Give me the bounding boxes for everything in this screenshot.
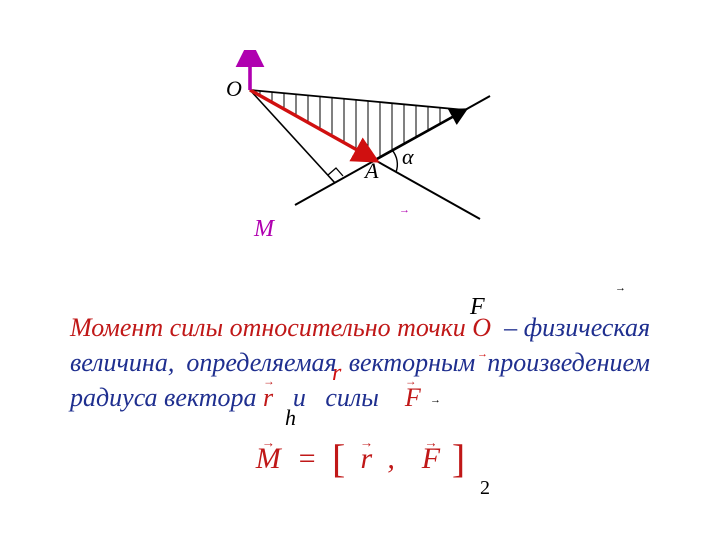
- angle-alpha-arc: [392, 150, 397, 172]
- formula-eq: =: [297, 442, 317, 475]
- hatched-area: [260, 50, 452, 230]
- label-alpha: α: [402, 146, 414, 168]
- formula-r: →r: [353, 442, 380, 476]
- label-O: O: [226, 78, 242, 100]
- caption-and: и: [293, 383, 306, 412]
- inline-vec-F: →F: [405, 380, 428, 415]
- caption-lead: Момент силы относительно точки О: [70, 313, 491, 342]
- diagram-svg: [210, 50, 510, 230]
- inline-vec-r: →r: [263, 380, 286, 415]
- label-A: A: [365, 160, 378, 182]
- formula-rbracket: ]: [452, 436, 465, 481]
- caption-dash: –: [504, 313, 517, 342]
- formula-comma: ,: [387, 442, 395, 475]
- formula-F: →F: [417, 442, 444, 476]
- slide: O A α →M →F →r →h Момент силы относитель…: [0, 0, 720, 540]
- formula-M: →M: [255, 442, 282, 476]
- moment-diagram: O A α →M →F →r →h: [210, 50, 510, 230]
- vector-F: [375, 110, 465, 160]
- formula-lbracket: [: [332, 436, 345, 481]
- formula: →M = [ →r , →F ]: [0, 435, 720, 482]
- right-angle-mark: [328, 168, 343, 176]
- page-number: 2: [480, 477, 490, 500]
- definition-text: Момент силы относительно точки О – физич…: [70, 310, 650, 415]
- caption-force-word: силы: [325, 383, 379, 412]
- label-M-text: M: [254, 216, 274, 242]
- h-segment: [250, 90, 335, 183]
- label-M-vector: →M: [254, 217, 554, 241]
